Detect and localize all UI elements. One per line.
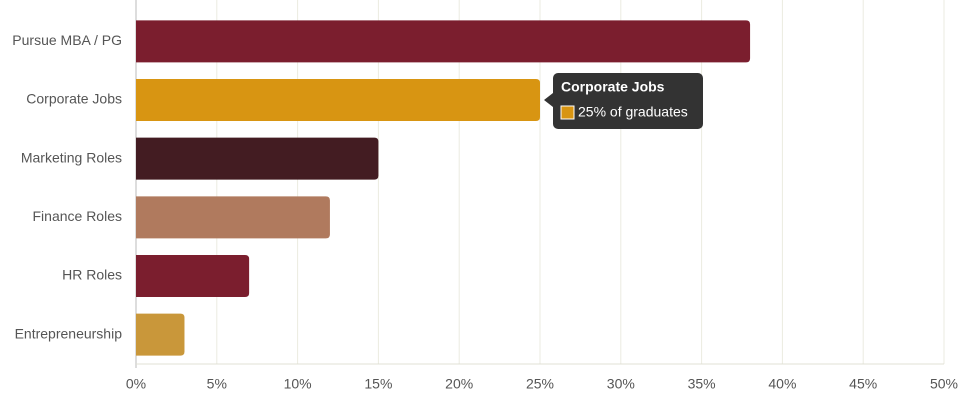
y-tick-label: Entrepreneurship [15,325,123,341]
tooltip-arrow [544,93,553,107]
bar [136,196,330,239]
tooltip-box [553,73,703,129]
x-tick-label: 50% [930,376,958,392]
x-tick-label: 15% [364,376,392,392]
x-tick-label: 30% [607,376,635,392]
tooltip-swatch [560,105,575,120]
x-tick-label: 0% [126,376,146,392]
y-tick-label: Finance Roles [33,208,123,224]
bar [136,137,379,180]
y-tick-label: Marketing Roles [21,149,122,165]
y-tick-label: Corporate Jobs [26,91,122,107]
bar [136,79,540,121]
x-tick-label: 45% [849,376,877,392]
x-tick-label: 10% [284,376,312,392]
tooltip-title: Corporate Jobs [561,79,665,95]
tooltip: Corporate Jobs 25% of graduates [544,73,703,129]
tooltip-label: 25% of graduates [578,104,688,120]
y-tick-label: HR Roles [62,267,122,283]
x-tick-label: 35% [688,376,716,392]
x-tick-label: 40% [768,376,796,392]
bar [136,313,185,356]
x-tick-label: 5% [207,376,227,392]
x-tick-label: 25% [526,376,554,392]
y-tick-label: Pursue MBA / PG [12,32,122,48]
x-tick-label: 20% [445,376,473,392]
bar [136,20,751,63]
bar [136,255,250,297]
